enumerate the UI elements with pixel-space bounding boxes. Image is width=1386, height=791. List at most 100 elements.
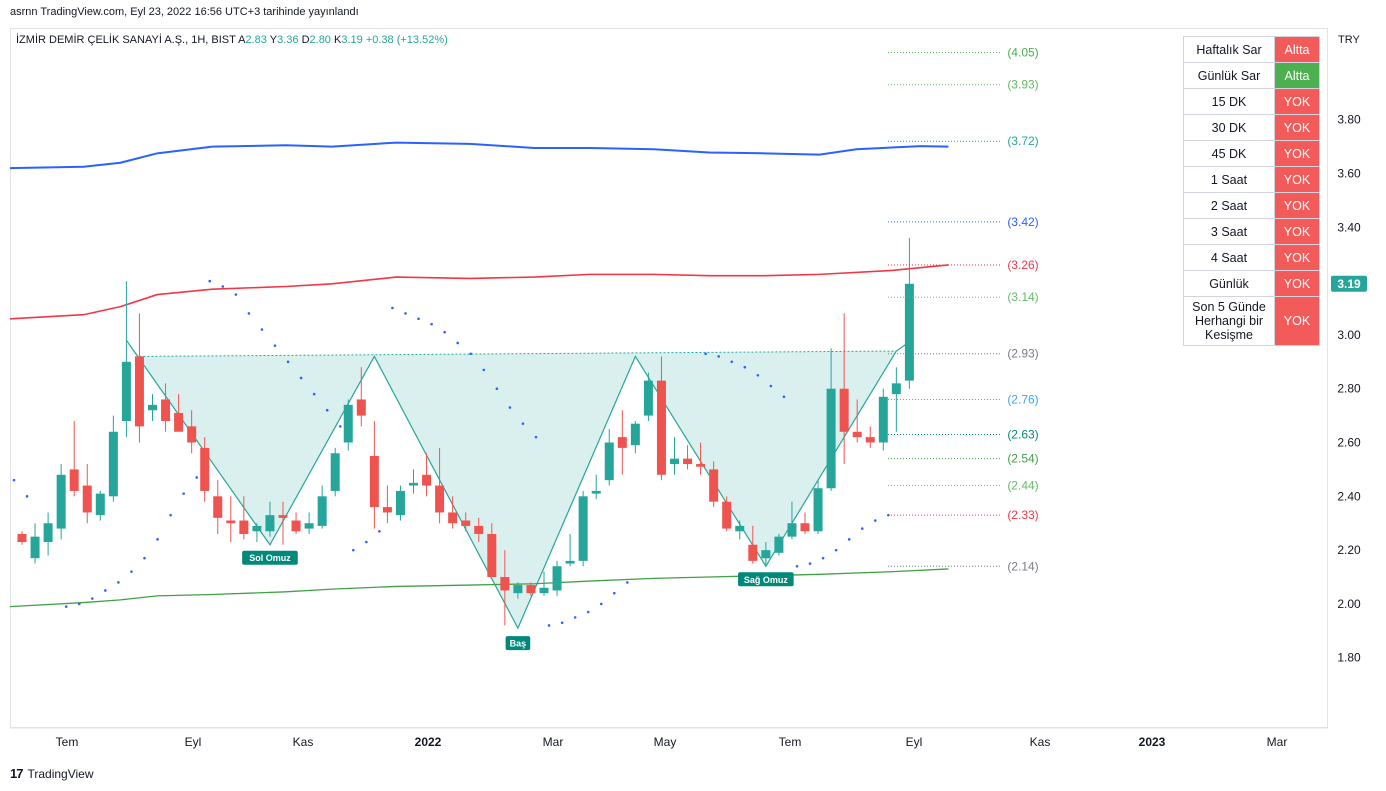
status-value: YOK bbox=[1274, 88, 1320, 115]
candle-body bbox=[356, 399, 366, 416]
candle-body bbox=[317, 496, 327, 526]
candle-body bbox=[30, 536, 40, 559]
candle-body bbox=[878, 396, 888, 443]
sar-dot bbox=[508, 406, 512, 409]
low-value: 2.80 bbox=[309, 34, 331, 46]
candle-body bbox=[552, 566, 562, 591]
candle bbox=[213, 480, 223, 534]
sar-dot bbox=[547, 624, 551, 627]
candle bbox=[108, 415, 118, 502]
y-tick-label: 2.20 bbox=[1337, 543, 1361, 557]
x-tick-label: Mar bbox=[1267, 735, 1288, 749]
pattern-label-box bbox=[505, 636, 531, 651]
sar-dot bbox=[495, 387, 499, 391]
y-tick-label: 3.00 bbox=[1337, 328, 1361, 342]
sar-dot bbox=[130, 570, 133, 573]
candle bbox=[187, 410, 197, 454]
candle-body bbox=[787, 523, 797, 537]
sar-dot bbox=[352, 548, 355, 552]
candle-body bbox=[539, 587, 549, 594]
candle bbox=[30, 523, 40, 564]
candle bbox=[709, 461, 719, 508]
status-label: 30 DK bbox=[1183, 114, 1275, 141]
level-label: (2.93) bbox=[1007, 347, 1038, 361]
candle bbox=[774, 533, 784, 556]
candle bbox=[343, 399, 353, 451]
candle-body bbox=[409, 482, 418, 486]
candle-body bbox=[670, 458, 679, 465]
candle bbox=[174, 394, 184, 432]
candle bbox=[356, 367, 366, 427]
pattern-label: Sağ Omuz bbox=[744, 575, 789, 585]
candle bbox=[787, 501, 797, 540]
candle-body bbox=[69, 469, 79, 491]
status-value: YOK bbox=[1274, 166, 1320, 193]
candle bbox=[513, 582, 523, 599]
sar-dot bbox=[717, 355, 720, 358]
candle-body bbox=[683, 458, 693, 465]
candle-body bbox=[108, 431, 118, 497]
candle-body bbox=[813, 488, 823, 532]
sar-dot bbox=[469, 352, 473, 356]
candle-body bbox=[448, 512, 458, 524]
y-tick-label: 3.60 bbox=[1337, 167, 1361, 181]
candle-body bbox=[330, 453, 340, 491]
candle bbox=[56, 464, 66, 540]
pattern-label: Sol Omuz bbox=[249, 553, 291, 563]
y-tick-label: 1.80 bbox=[1337, 651, 1361, 665]
candle-body bbox=[696, 464, 706, 467]
candle-body bbox=[56, 474, 66, 529]
candle bbox=[865, 426, 875, 448]
candle bbox=[735, 520, 745, 540]
sar-dot bbox=[156, 538, 159, 541]
sar-dot bbox=[874, 519, 877, 522]
candle-body bbox=[500, 577, 510, 591]
sar-dot bbox=[273, 344, 277, 347]
x-tick-label: Kas bbox=[293, 735, 314, 749]
candle-body bbox=[604, 442, 614, 481]
candle bbox=[761, 542, 771, 567]
status-value: Altta bbox=[1274, 62, 1320, 89]
pattern-outline bbox=[125, 339, 913, 630]
sar-dot bbox=[104, 589, 107, 592]
candle-body bbox=[461, 520, 471, 526]
tradingview-brand-text: TradingView bbox=[27, 766, 94, 781]
x-tick-label: Kas bbox=[1030, 735, 1051, 749]
sar-dot bbox=[260, 328, 264, 331]
sar-dot bbox=[391, 306, 394, 310]
candle bbox=[148, 394, 157, 421]
candle bbox=[265, 501, 275, 537]
level-label: (3.42) bbox=[1007, 215, 1038, 229]
status-value: YOK bbox=[1274, 218, 1320, 245]
sar-dot bbox=[91, 597, 94, 600]
candle-body bbox=[591, 490, 601, 494]
sar-dot bbox=[743, 365, 747, 369]
sar-dot bbox=[573, 616, 577, 619]
sar-dot bbox=[782, 395, 786, 399]
status-value: YOK bbox=[1274, 140, 1320, 167]
candle bbox=[369, 420, 379, 529]
candle-body bbox=[174, 412, 184, 432]
pattern-label-box bbox=[242, 550, 298, 565]
candle-body bbox=[82, 485, 92, 513]
candle bbox=[604, 429, 614, 486]
candle-body bbox=[904, 283, 914, 381]
symbol-name: İZMİR DEMİR ÇELİK SANAYİ A.Ş., 1H, BIST bbox=[16, 34, 236, 46]
currency-label: TRY bbox=[1338, 34, 1360, 46]
candle bbox=[578, 490, 588, 567]
candle-body bbox=[161, 399, 171, 421]
status-row: Haftalık Sar Altta bbox=[1183, 36, 1320, 63]
candle bbox=[696, 442, 706, 475]
status-label: 3 Saat bbox=[1183, 218, 1275, 245]
status-row: 4 Saat YOK bbox=[1183, 244, 1320, 271]
candle bbox=[852, 399, 862, 443]
candle-body bbox=[291, 520, 301, 532]
candle bbox=[474, 517, 484, 543]
tradingview-logo[interactable]: 17 TradingView bbox=[10, 766, 94, 781]
sar-dot bbox=[417, 317, 420, 321]
sar-dot bbox=[443, 330, 446, 334]
sar-dot bbox=[117, 581, 120, 584]
status-row: 2 Saat YOK bbox=[1183, 192, 1320, 219]
status-value: YOK bbox=[1274, 270, 1320, 297]
